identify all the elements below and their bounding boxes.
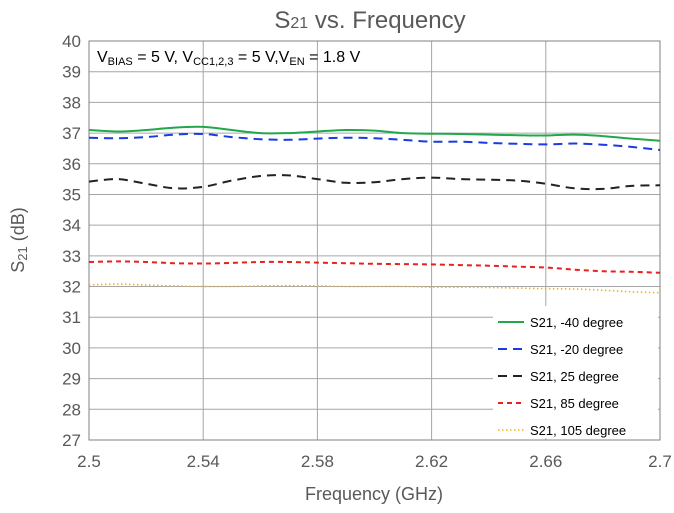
x-tick-label: 2.58 [301,452,334,471]
legend-entry: S21, -40 degree [530,315,623,330]
series-line-1 [88,132,661,151]
y-tick-label: 40 [62,32,81,51]
tick-labels: 27 28 29 30 31 32 33 34 35 36 37 38 39 40 2.5 2.54 2.58 2… [62,32,672,471]
series-line-0 [88,125,661,142]
x-tick-label: 2.5 [77,452,101,471]
legend-background [493,306,658,438]
series-line-2 [88,174,661,191]
y-tick-label: 28 [62,400,81,419]
chart-title: S21 vs. Frequency [274,7,465,34]
y-tick-label: 37 [62,124,81,143]
y-tick-label: 34 [62,216,81,235]
x-tick-label: 2.62 [415,452,448,471]
series-line-4 [88,283,661,294]
y-tick-label: 33 [62,247,81,266]
y-tick-label: 27 [62,431,81,450]
x-tick-label: 2.66 [529,452,562,471]
series-lines [88,125,661,294]
legend-entry: S21, 25 degree [530,369,619,384]
y-tick-label: 35 [62,185,81,204]
y-tick-label: 32 [62,278,81,297]
legend-entry: S21, -20 degree [530,342,623,357]
plot-area [88,40,661,441]
y-tick-label: 31 [62,308,81,327]
legend-entry: S21, 105 degree [530,423,626,438]
legend-entry: S21, 85 degree [530,396,619,411]
x-tick-label: 2.7 [648,452,672,471]
y-tick-label: 29 [62,370,81,389]
x-tick-label: 2.54 [187,452,220,471]
y-axis-label: S21 (dB) [8,207,30,273]
y-tick-label: 38 [62,93,81,112]
legend: S21, -40 degree S21, -20 degree S21, 25 de… [493,306,658,438]
y-tick-label: 30 [62,339,81,358]
y-tick-label: 36 [62,155,81,174]
series-line-3 [88,260,661,274]
y-tick-label: 39 [62,63,81,82]
bias-annotation: VBIAS = 5 V, VCC1,2,3 = 5 V,VEN = 1.8 V [97,49,361,68]
x-axis-label: Frequency (GHz) [305,484,443,504]
